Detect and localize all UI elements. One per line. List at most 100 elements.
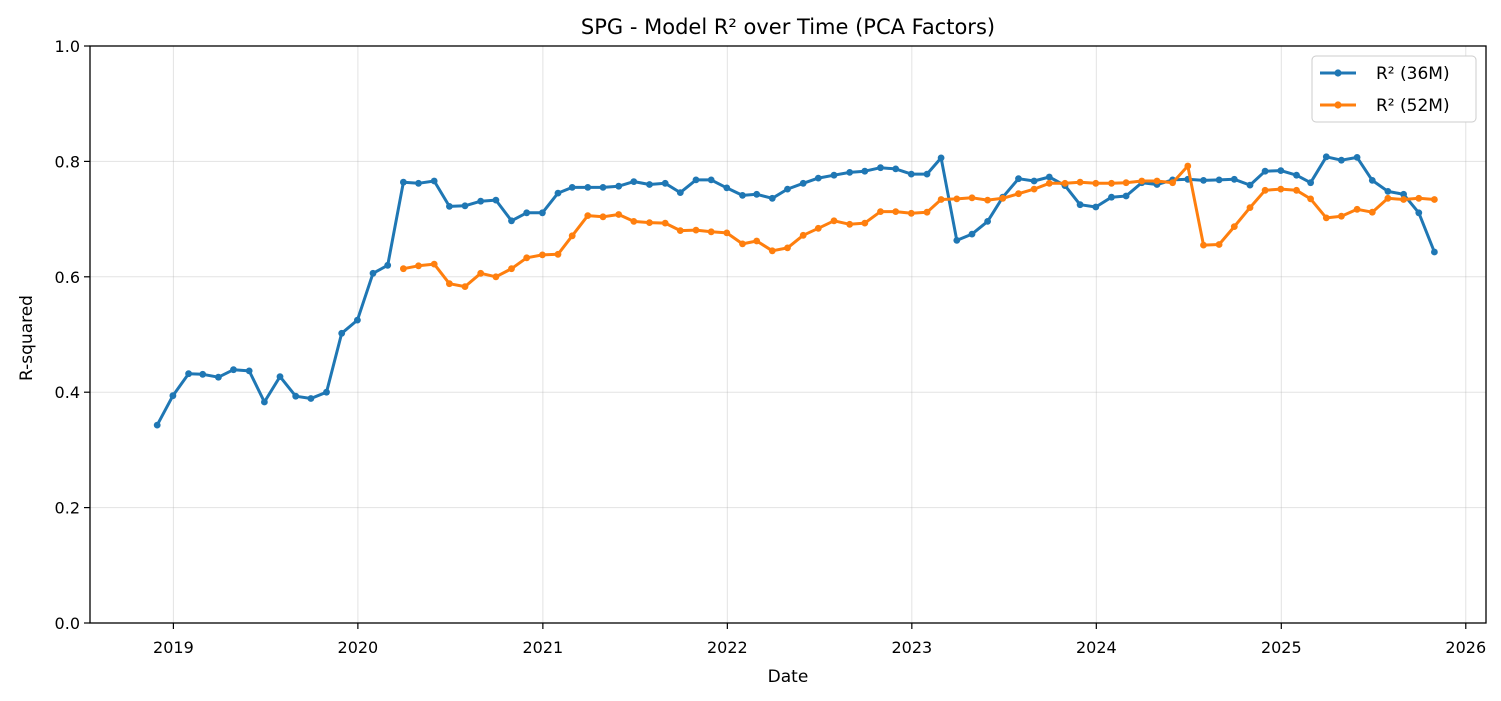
data-point [1431,248,1438,256]
y-tick-label: 0.8 [55,152,80,171]
data-point [814,174,822,182]
data-point [338,329,346,337]
data-point [1293,171,1300,179]
data-point [814,224,822,232]
data-point [1169,179,1176,187]
data-point [877,164,884,172]
data-point [923,208,931,216]
data-point [1153,177,1161,185]
data-point [707,228,715,236]
data-point [599,184,607,191]
data-point [739,240,746,248]
data-point [768,194,776,202]
data-point [892,165,900,173]
data-point [1092,203,1100,211]
data-point [1261,186,1269,194]
data-point [245,367,253,375]
data-point [400,178,407,186]
data-point [599,213,607,221]
data-point [646,219,653,227]
data-point [1076,201,1084,209]
data-point [753,190,761,198]
data-point [384,261,392,269]
data-point [1015,175,1022,183]
data-point [1338,156,1345,164]
data-point [661,219,669,227]
data-point [937,196,945,203]
data-point [861,219,869,227]
data-point [861,167,869,175]
data-point [1307,195,1314,203]
tick-layer: 2019 2020 2021 2022 2023 2024 2025 2026 0.0 0.2 0.… [55,37,1487,657]
data-point [1215,176,1223,184]
data-point [1030,185,1038,193]
data-point [661,179,669,187]
y-tick-label: 0.2 [55,499,80,518]
data-point [1353,205,1361,213]
data-point [753,237,761,245]
data-point [523,209,531,217]
data-point [292,392,300,400]
data-point [1431,196,1438,203]
data-point [907,170,915,178]
y-tick-label: 1.0 [55,37,80,56]
x-tick-label: 2020 [338,638,379,657]
data-point [1030,177,1038,185]
data-point [1277,185,1285,193]
data-point [1215,241,1223,248]
data-point [276,373,284,380]
grid-layer [90,45,1486,624]
x-tick-label: 2023 [891,638,932,657]
data-point [554,250,562,258]
data-point [1015,190,1022,198]
data-point [492,196,500,204]
data-point [169,392,177,400]
data-point [1368,177,1376,184]
data-point [153,421,161,429]
data-point [415,179,422,187]
data-point [1368,208,1376,216]
data-point [446,203,453,210]
data-point [784,244,791,252]
data-point [1092,179,1100,187]
legend-label-36m: R² (36M) [1376,64,1450,84]
data-point [830,217,838,225]
x-axis-label: Date [768,667,809,687]
data-point [646,181,653,188]
data-point [953,195,961,203]
x-tick-label: 2019 [153,638,194,657]
data-point [1415,194,1423,202]
data-point [354,316,361,324]
data-point [1384,194,1392,202]
legend-label-52m: R² (52M) [1376,96,1450,116]
data-point [477,269,485,277]
data-point [430,260,438,268]
data-point [1045,173,1053,181]
data-point [461,202,469,210]
data-point [477,197,485,205]
data-point [984,196,991,204]
data-point [1200,241,1207,249]
data-point [692,176,700,184]
data-point [1307,179,1314,187]
data-point [584,184,592,191]
chart-title: SPG - Model R² over Time (PCA Factors) [581,15,995,39]
data-point [1261,167,1269,175]
data-point [630,178,638,186]
y-axis-label: R-squared [17,295,37,381]
y-tick-label: 0.0 [55,614,80,633]
data-point [1400,196,1407,203]
data-point [369,269,377,277]
legend: R² (36M) R² (52M) [1311,55,1477,123]
data-point [1353,154,1361,161]
data-point [1045,179,1053,187]
x-tick-label: 2026 [1445,638,1486,657]
data-point [877,208,884,216]
series-line [155,155,1436,426]
data-point [400,265,407,273]
data-point [1230,223,1238,231]
data-point [230,366,237,374]
data-point [584,212,592,220]
data-point [568,232,576,240]
data-point [799,179,807,187]
